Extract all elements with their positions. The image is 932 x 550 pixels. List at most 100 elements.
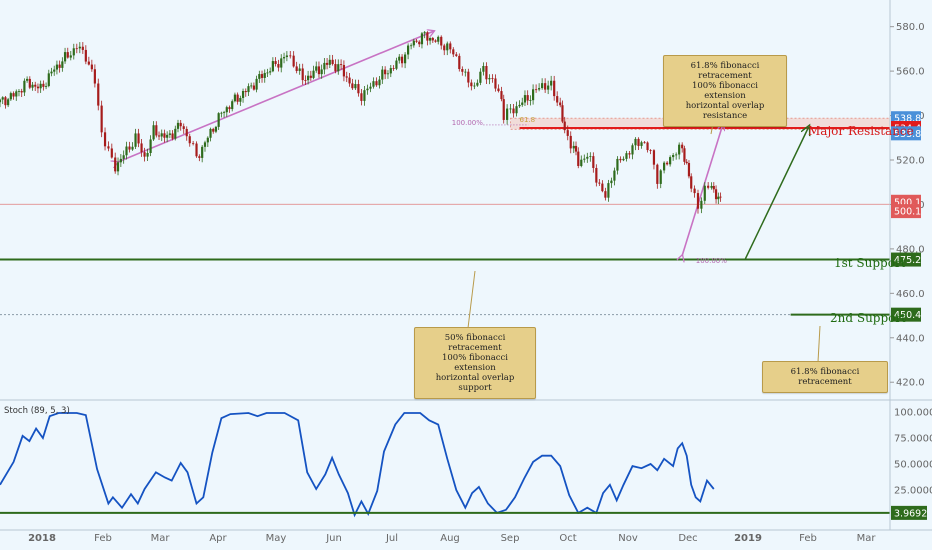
candle-body (125, 146, 128, 156)
candle-body (23, 80, 26, 93)
candle-body (260, 74, 264, 78)
candle-body (174, 128, 177, 139)
candle-body (392, 68, 395, 69)
candle-body (494, 78, 497, 89)
candle-body (188, 136, 191, 144)
candle-body (464, 71, 467, 73)
price-tag-label: 450.4 (894, 310, 921, 321)
candle-body (20, 91, 23, 93)
candle-body (663, 162, 666, 171)
candle-body (423, 32, 426, 34)
candle-body (236, 94, 239, 102)
candle-body (55, 64, 59, 70)
fib-trend-line (117, 31, 433, 162)
time-tick-label: Apr (209, 533, 227, 544)
candle-body (672, 155, 675, 158)
candle-body (714, 189, 718, 200)
candle-body (687, 163, 691, 177)
candle-body (407, 45, 410, 55)
candle-body (415, 40, 418, 42)
candle-body (166, 134, 169, 138)
candle-body (461, 69, 464, 72)
time-tick-label: Feb (799, 533, 817, 544)
candle-body (269, 71, 272, 73)
stoch-value-tag (891, 505, 927, 520)
candle-body (577, 151, 580, 166)
candle-body (395, 60, 398, 69)
price-tick-label: 420.0 (896, 378, 925, 389)
candle-body (274, 61, 277, 65)
price-tag-label: 538.8 (894, 114, 921, 125)
candle-body (643, 142, 646, 144)
candle-body (163, 133, 166, 138)
time-tick-label: Jun (325, 533, 342, 544)
candle-body (345, 76, 348, 78)
candle-body (206, 137, 209, 143)
candle-body (171, 133, 174, 139)
stoch-tick-label: 75.0000 (894, 434, 932, 445)
candle-body (369, 86, 372, 89)
candle-body (550, 80, 553, 86)
price-tick-label: 560.0 (896, 67, 925, 78)
candle-body (363, 90, 366, 101)
candle-body (389, 68, 392, 74)
candle-body (250, 85, 253, 87)
candle-body (381, 69, 384, 80)
candle-body (375, 81, 378, 86)
candle-body (518, 104, 521, 107)
candle-body (420, 33, 424, 45)
time-tick-label: Mar (857, 533, 877, 544)
price-tick-label: 580.0 (896, 22, 925, 33)
candle-body (640, 142, 643, 146)
candle-body (114, 157, 117, 172)
candle-body (703, 185, 706, 201)
candle-body (386, 73, 390, 75)
candle-body (26, 78, 29, 81)
candle-body (69, 55, 72, 58)
candle-body (168, 133, 171, 135)
candle-body (535, 89, 538, 91)
fib-label: 100.00% (696, 257, 727, 265)
candle-body (646, 142, 649, 151)
candle-body (241, 91, 245, 98)
candle-body (140, 143, 143, 153)
candle-body (675, 154, 678, 156)
resistance-annotation-line: horizontal overlap resistance (685, 101, 765, 121)
candle-body (693, 188, 696, 194)
candle-body (431, 37, 434, 41)
candle-body (119, 158, 122, 163)
candle-body (506, 108, 509, 120)
stoch-tick-label: 25.0000 (894, 486, 932, 497)
candle-body (360, 93, 363, 101)
candle-body (681, 144, 684, 149)
candle-body (351, 83, 354, 89)
candle-body (500, 91, 503, 100)
price-tick-label: 520.0 (896, 156, 925, 167)
time-tick-label: Aug (440, 533, 460, 544)
fib-trend-line (682, 124, 723, 255)
candle-body (625, 153, 628, 159)
candle-body (116, 162, 120, 172)
candle-body (601, 183, 604, 192)
candle-body (337, 64, 340, 72)
candle-body (607, 183, 610, 198)
candle-body (304, 80, 307, 81)
candle-body (531, 89, 535, 101)
candle-body (282, 57, 286, 59)
time-tick-label: Nov (618, 533, 638, 544)
candle-body (339, 64, 343, 66)
candle-body (78, 46, 81, 49)
price-tick-label: 440.0 (896, 333, 925, 344)
candle-body (428, 37, 432, 41)
candle-body (110, 148, 113, 158)
candle-body (563, 121, 566, 131)
candle-body (233, 94, 237, 102)
time-tick-label: Feb (94, 533, 112, 544)
candle-body (707, 185, 710, 188)
candle-body (497, 88, 500, 92)
candle-body (523, 95, 527, 103)
candle-body (685, 161, 688, 164)
candle-body (307, 75, 310, 81)
first-support-label: 1st Support (834, 256, 906, 270)
